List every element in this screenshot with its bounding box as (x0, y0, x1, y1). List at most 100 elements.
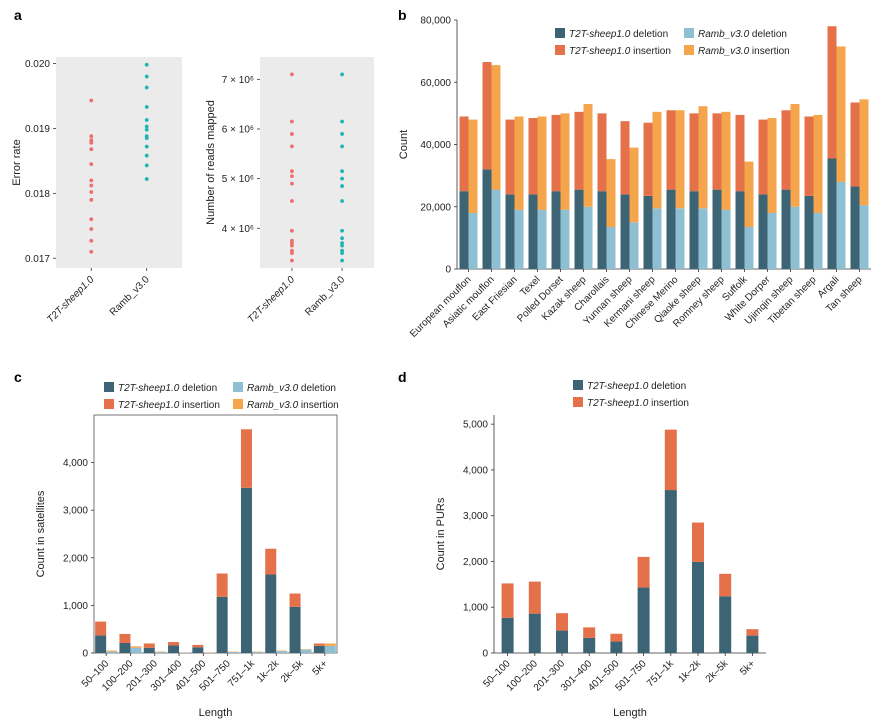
legend-swatch-t2t-deletion (555, 28, 565, 38)
chart-b-bar-t2t-insertion-4 (551, 114, 561, 192)
chart-a2-xtick-label-0: T2T-sheep1.0 (246, 274, 297, 325)
chart-c-bar-ramb-deletion-9 (324, 645, 336, 653)
chart-b-bar-ramb-deletion-2 (514, 209, 524, 269)
chart-b-bar-ramb-insertion-8 (652, 111, 662, 209)
chart-b-bar-t2t-deletion-1 (482, 169, 492, 269)
legend-d-t2t-name-1: T2T-sheep1.0 (587, 381, 649, 392)
legend-c-swatch-t2t-insertion (104, 399, 114, 409)
legend-d: T2T-sheep1.0 deletion T2T-sheep1.0 inser… (573, 380, 689, 409)
chart-b-bar-ramb-deletion-17 (859, 205, 869, 269)
legend-c-swatch-t2t-deletion (104, 382, 114, 392)
chart-c-xtick-label-9: 5k+ (311, 658, 330, 677)
chart-d-ytick-label-5: 5,000 (463, 420, 488, 431)
legend-c-deletion-1: deletion (179, 383, 217, 394)
chart-a1-xtick-label-0: T2T-sheep1.0 (45, 274, 96, 325)
chart-b-bar-ramb-insertion-3 (537, 116, 547, 210)
chart-c-bar-ramb-deletion-2 (154, 652, 166, 653)
chart-b-bar-ramb-insertion-6 (606, 159, 616, 227)
chart-c-bar-ramb-deletion-8 (300, 649, 312, 653)
chart-a1-point-1-11 (144, 163, 149, 168)
chart-d-bar-t2t-deletion-7 (692, 561, 704, 653)
chart-a2-background (260, 57, 374, 268)
chart-b-bar-t2t-deletion-7 (620, 194, 630, 269)
chart-d-bar-t2t-insertion-8 (719, 573, 732, 597)
chart-d-bar-t2t-deletion-8 (719, 596, 732, 653)
chart-c-bar-t2t-insertion-0 (95, 621, 107, 636)
chart-b-bar-ramb-deletion-7 (629, 222, 639, 269)
chart-b-bar-ramb-deletion-13 (767, 212, 777, 269)
chart-b-bar-ramb-deletion-5 (583, 206, 593, 269)
chart-b-bar-t2t-insertion-16 (827, 26, 837, 159)
legend-c-ramb-name-2: Ramb_v3.0 (247, 400, 299, 411)
legend-c-deletion-2: deletion (298, 383, 336, 394)
svg-text:T2T-sheep1.0 deletion: T2T-sheep1.0 deletion (587, 381, 686, 392)
legend-c-t2t-name-1: T2T-sheep1.0 (118, 383, 180, 394)
chart-d-bar-t2t-deletion-4 (610, 641, 623, 653)
chart-b-bar-ramb-insertion-13 (767, 118, 777, 213)
chart-a2-point-0-13 (290, 251, 294, 256)
chart-a2-ytick-label-0: 4 × 10⁶ (222, 224, 254, 235)
svg-text:T2T-sheep1.0 deletion: T2T-sheep1.0 deletion (569, 29, 668, 40)
chart-b-ytick-label-1: 20,000 (420, 202, 451, 213)
chart-a2-ytick-label-1: 5 × 10⁶ (222, 174, 254, 185)
chart-a2-point-0-7 (290, 199, 294, 203)
chart-a1-xtick-label-1: Ramb_v3.0 (108, 274, 152, 318)
chart-c-xtick-label-7: 1k–2k (255, 658, 282, 685)
legend-d-swatch-t2t-deletion (573, 380, 583, 390)
chart-a1-point-1-4 (144, 118, 149, 122)
svg-text:T2T-sheep1.0 insertion: T2T-sheep1.0 insertion (587, 398, 689, 409)
chart-b-bar-t2t-deletion-14 (781, 189, 791, 269)
chart-a1-point-0-7 (89, 178, 94, 183)
chart-b-bar-ramb-insertion-5 (583, 104, 593, 207)
chart-d-bar-t2t-deletion-1 (528, 613, 541, 653)
chart-b-bar-t2t-insertion-14 (781, 110, 791, 190)
svg-text:Ramb_v3.0 insertion: Ramb_v3.0 insertion (698, 46, 790, 57)
chart-b-bar-ramb-deletion-11 (721, 209, 731, 269)
chart-b-bar-t2t-deletion-17 (850, 186, 860, 269)
chart-a2-point-0-6 (290, 181, 294, 186)
chart-b-bar-ramb-insertion-11 (721, 111, 731, 210)
chart-a1-point-0-12 (89, 227, 94, 231)
legend-b-deletion-1: deletion (630, 29, 668, 40)
chart-a2-point-0-3 (290, 144, 294, 149)
chart-b-bar-ramb-insertion-1 (491, 65, 501, 190)
chart-c-bar-t2t-deletion-6 (240, 487, 252, 653)
chart-a2-point-1-9 (340, 236, 344, 241)
chart-c-bar-t2t-deletion-8 (289, 606, 301, 653)
chart-a2-ytick-label-3: 7 × 10⁶ (222, 75, 254, 86)
chart-d-bar-t2t-insertion-0 (501, 583, 514, 618)
legend-b-ramb-name-1: Ramb_v3.0 (698, 29, 750, 40)
chart-b-bar-t2t-insertion-7 (620, 121, 630, 195)
chart-a2-point-1-6 (340, 184, 344, 188)
chart-b-bar-ramb-deletion-10 (698, 208, 708, 269)
chart-d-xlabel: Length (613, 707, 647, 719)
legend-swatch-ramb-deletion (684, 28, 694, 38)
legend-d-t2t-name-2: T2T-sheep1.0 (587, 398, 649, 409)
chart-a1-point-1-12 (144, 177, 149, 181)
chart-a2-point-1-5 (340, 176, 344, 181)
chart-b-bar-t2t-deletion-12 (735, 191, 745, 269)
chart-a1-point-0-6 (89, 162, 94, 167)
chart-b-bar-ramb-deletion-9 (675, 208, 685, 269)
chart-c-bar-t2t-deletion-2 (143, 647, 155, 653)
chart-b-bar-ramb-deletion-1 (491, 189, 501, 269)
chart-d-bar-t2t-deletion-5 (637, 587, 650, 653)
chart-a1-point-0-14 (89, 249, 94, 254)
chart-d-ytick-label-4: 4,000 (463, 465, 488, 476)
chart-b-ytick-label-0: 0 (445, 265, 451, 276)
chart-d-bar-t2t-deletion-3 (583, 637, 596, 653)
chart-b-bar-t2t-insertion-10 (689, 113, 699, 192)
svg-text:T2T-sheep1.0 deletion: T2T-sheep1.0 deletion (118, 383, 217, 394)
chart-b-bar-t2t-insertion-5 (574, 111, 584, 190)
chart-b-bar-t2t-insertion-17 (850, 102, 860, 187)
chart-c-ytick-label-3: 3,000 (63, 506, 88, 517)
chart-a1-point-0-11 (89, 217, 94, 222)
chart-b-bar-t2t-deletion-0 (459, 191, 469, 269)
chart-b-bar-ramb-deletion-15 (813, 212, 823, 269)
chart-a1-point-1-9 (144, 144, 149, 149)
chart-a2-xtick-label-1: Ramb_v3.0 (303, 274, 347, 318)
chart-b-bar-t2t-insertion-8 (643, 122, 653, 196)
chart-c-ytick-label-0: 0 (82, 649, 88, 660)
chart-c-bar-t2t-deletion-3 (168, 645, 180, 653)
